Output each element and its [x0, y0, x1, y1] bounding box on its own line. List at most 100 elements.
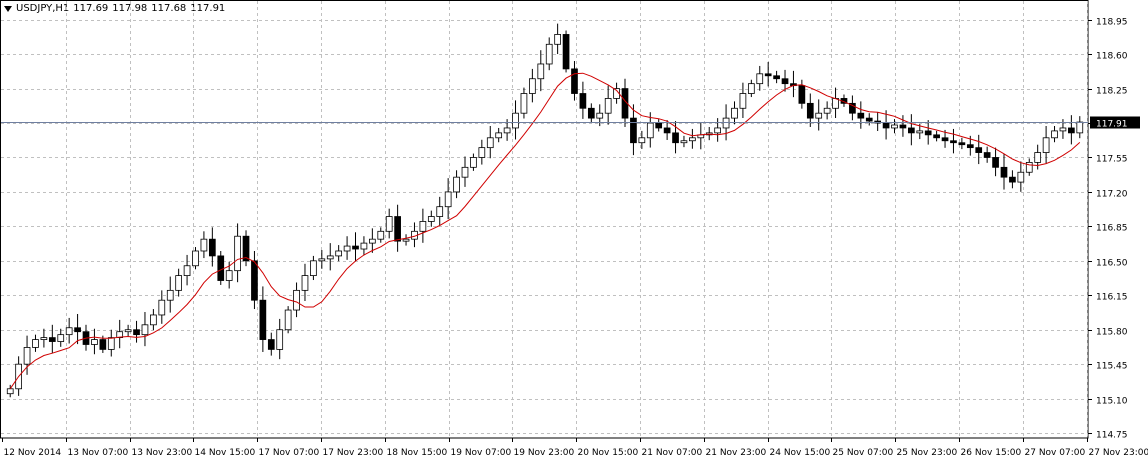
- candle-body: [48, 337, 56, 342]
- candle-body: [1059, 127, 1067, 132]
- candle-body: [823, 107, 831, 114]
- y-tick-label: 115.45: [1096, 362, 1128, 372]
- candle-body: [394, 216, 401, 242]
- y-tick-label: 117.55: [1096, 155, 1128, 165]
- candle-body: [335, 250, 343, 257]
- candle-body: [545, 43, 553, 65]
- candle-body: [882, 122, 890, 129]
- x-tick-label: 27 Nov 07:00: [1025, 448, 1086, 458]
- x-tick-label: 25 Nov 07:00: [833, 448, 894, 458]
- candle-body: [486, 137, 494, 149]
- x-tick-label: 13 Nov 07:00: [68, 448, 129, 458]
- candle-body: [1051, 130, 1058, 139]
- candle-body: [301, 275, 309, 291]
- candle-body: [1017, 171, 1025, 183]
- candle-body: [899, 124, 907, 129]
- candle-body: [815, 112, 823, 119]
- candle-body: [65, 327, 73, 336]
- current-price-label: 117.91: [1096, 120, 1128, 130]
- x-tick-label: 18 Nov 15:00: [387, 448, 448, 458]
- candle-body: [470, 157, 477, 168]
- candle-body: [385, 216, 393, 232]
- candle-body: [579, 93, 587, 109]
- candle-body: [360, 242, 368, 250]
- candle-body: [756, 73, 764, 85]
- x-tick-label: 21 Nov 23:00: [706, 448, 767, 458]
- candle-body: [107, 337, 115, 350]
- candle-body: [1034, 152, 1042, 163]
- candle-body: [284, 309, 292, 331]
- y-tick-label: 116.15: [1096, 293, 1128, 303]
- candle-body: [150, 314, 157, 326]
- candle-body: [655, 122, 663, 129]
- candle-body: [638, 137, 646, 144]
- dropdown-triangle-icon[interactable]: [4, 5, 12, 12]
- candle-body: [891, 124, 898, 129]
- candle-body: [958, 142, 966, 146]
- candle-body: [310, 260, 317, 276]
- x-tick-label: 21 Nov 07:00: [642, 448, 703, 458]
- candle-body: [23, 347, 31, 365]
- x-tick-label: 19 Nov 23:00: [514, 448, 575, 458]
- candle-body: [857, 112, 865, 119]
- candle-body: [924, 130, 932, 136]
- candle-body: [1025, 162, 1033, 173]
- candle-body: [402, 238, 410, 242]
- candle-body: [503, 127, 511, 134]
- candle-body: [242, 235, 250, 262]
- candle-body: [124, 329, 132, 333]
- x-tick-label: 24 Nov 15:00: [770, 448, 831, 458]
- candle-body: [983, 152, 991, 158]
- candle-body: [453, 176, 460, 193]
- candle-body: [621, 88, 629, 119]
- candle-body: [259, 299, 267, 340]
- candle-body: [630, 117, 637, 144]
- candle-body: [680, 140, 688, 144]
- y-tick-label: 116.85: [1096, 224, 1128, 234]
- x-tick-label: 25 Nov 23:00: [897, 448, 958, 458]
- candle-body: [352, 245, 359, 250]
- y-tick-label: 115.80: [1096, 328, 1128, 338]
- candle-body: [950, 140, 957, 144]
- candle-body: [91, 339, 98, 345]
- candle-body: [689, 137, 696, 142]
- candle-body: [444, 191, 452, 208]
- candle-body: [1009, 176, 1016, 183]
- candle-body: [604, 98, 612, 114]
- candle-body: [133, 329, 140, 336]
- candle-body: [571, 68, 578, 94]
- candle-body: [975, 147, 983, 153]
- candle-body: [234, 235, 241, 272]
- low-value: 117.68: [151, 3, 187, 14]
- candle-body: [596, 112, 604, 119]
- x-tick-label: 13 Nov 23:00: [132, 448, 193, 458]
- candle-body: [208, 238, 216, 257]
- candle-body: [739, 93, 747, 109]
- candle-body: [941, 137, 949, 142]
- candle-body: [587, 107, 595, 119]
- y-tick-label: 118.60: [1096, 52, 1128, 62]
- candle-body: [40, 337, 48, 340]
- candle-body: [99, 339, 107, 350]
- x-tick-label: 19 Nov 07:00: [451, 448, 512, 458]
- y-tick-label: 116.50: [1096, 259, 1128, 269]
- y-tick-label: 114.75: [1096, 431, 1128, 441]
- candle-body: [1076, 121, 1084, 134]
- candle-body: [293, 289, 300, 311]
- candle-body: [478, 147, 486, 158]
- candle-body: [251, 260, 258, 301]
- candle-body: [326, 255, 334, 260]
- x-tick-label: 12 Nov 2014: [4, 448, 62, 458]
- candle-body: [166, 289, 174, 301]
- candle-body: [562, 34, 570, 70]
- candle-body: [175, 275, 182, 291]
- candle-body: [646, 122, 654, 139]
- candle-body: [183, 265, 191, 276]
- candle-body: [966, 144, 974, 149]
- candle-body: [377, 230, 385, 240]
- candle-body: [32, 339, 39, 348]
- close-value: 117.91: [190, 3, 226, 14]
- candle-body: [495, 132, 503, 139]
- x-tick-label: 14 Nov 15:00: [195, 448, 256, 458]
